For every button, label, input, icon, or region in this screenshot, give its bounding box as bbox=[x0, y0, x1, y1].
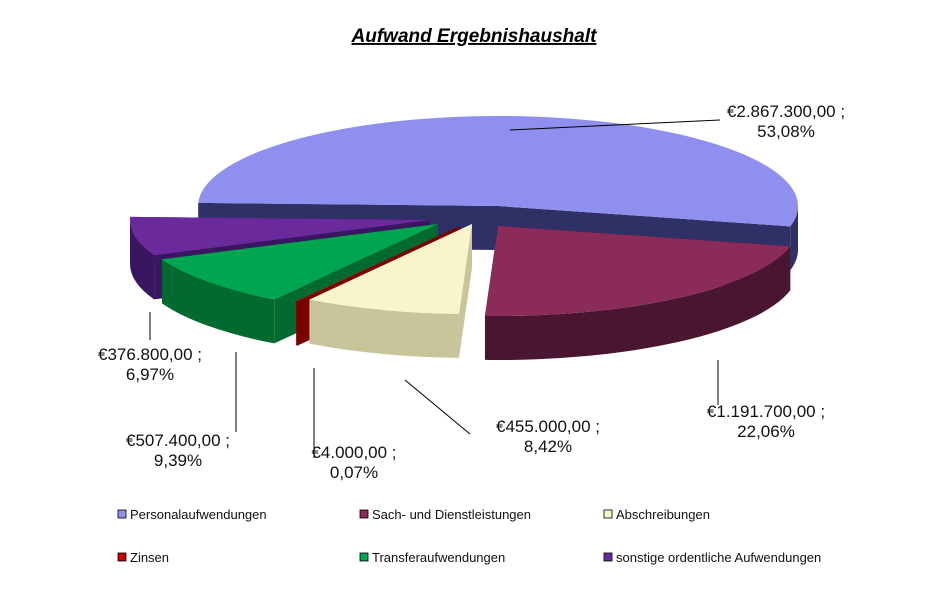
slice-top-abschreibungen bbox=[309, 224, 472, 314]
legend-swatch-sonstige-ordentliche-aufwendungen bbox=[603, 552, 613, 562]
data-label-percent-sach-und-dienstleistungen: 22,06% bbox=[737, 422, 795, 441]
pie bbox=[130, 116, 799, 361]
legend-swatch-transferaufwendungen bbox=[359, 552, 369, 562]
data-label-percent-zinsen: 0,07% bbox=[330, 463, 378, 482]
slice-top-zinsen bbox=[296, 226, 460, 302]
legend-swatch-personalaufwendungen bbox=[117, 509, 127, 519]
legend-item-sach-und-dienstleistungen: Sach- und Dienstleistungen bbox=[359, 507, 531, 522]
slice-abschreibungen bbox=[309, 224, 472, 358]
legend-swatch-sach-und-dienstleistungen bbox=[359, 509, 369, 519]
data-labels: €2.867.300,00 ;53,08% €1.191.700,00 ;22,0… bbox=[98, 102, 845, 482]
legend: Personalaufwendungen Sach- und Dienstleis… bbox=[117, 507, 821, 565]
leader-line-abschreibungen bbox=[404, 379, 471, 435]
legend-label-personalaufwendungen: Personalaufwendungen bbox=[130, 507, 267, 522]
data-label-percent-sonstige-ordentliche-aufwendungen: 6,97% bbox=[126, 365, 174, 384]
slice-top-personalaufwendungen bbox=[198, 116, 799, 227]
legend-item-transferaufwendungen: Transferaufwendungen bbox=[359, 550, 505, 565]
slice-outer-wall-abschreibungen bbox=[309, 299, 459, 358]
legend-swatch-zinsen bbox=[117, 552, 127, 562]
slice-outer-wall-sonstige-ordentliche-aufwendungen bbox=[130, 220, 155, 300]
slice-outer-wall-personalaufwendungen bbox=[790, 206, 798, 271]
legend-item-abschreibungen: Abschreibungen bbox=[603, 507, 710, 522]
data-label-percent-abschreibungen: 8,42% bbox=[524, 437, 572, 456]
data-label-value-transferaufwendungen: €507.400,00 ; bbox=[126, 431, 230, 450]
slice-outer-wall-sach-und-dienstleistungen bbox=[484, 246, 791, 361]
slice-sach-und-dienstleistungen bbox=[484, 226, 791, 361]
data-label-value-abschreibungen: €455.000,00 ; bbox=[496, 417, 600, 436]
data-label-value-sonstige-ordentliche-aufwendungen: €376.800,00 ; bbox=[98, 345, 202, 364]
legend-label-sonstige-ordentliche-aufwendungen: sonstige ordentliche Aufwendungen bbox=[616, 550, 821, 565]
legend-label-abschreibungen: Abschreibungen bbox=[616, 507, 710, 522]
legend-item-personalaufwendungen: Personalaufwendungen bbox=[117, 507, 267, 522]
legend-label-sach-und-dienstleistungen: Sach- und Dienstleistungen bbox=[372, 507, 531, 522]
legend-label-transferaufwendungen: Transferaufwendungen bbox=[372, 550, 505, 565]
slice-top-sach-und-dienstleistungen bbox=[484, 226, 791, 317]
slice-outer-wall-transferaufwendungen bbox=[162, 259, 275, 344]
legend-label-zinsen: Zinsen bbox=[130, 550, 169, 565]
legend-item-zinsen: Zinsen bbox=[117, 550, 169, 565]
data-label-value-sach-und-dienstleistungen: €1.191.700,00 ; bbox=[707, 402, 825, 421]
slice-top-sonstige-ordentliche-aufwendungen bbox=[130, 216, 431, 256]
data-label-value-personalaufwendungen: €2.867.300,00 ; bbox=[727, 102, 845, 121]
slice-outer-wall-zinsen bbox=[296, 301, 298, 346]
leader-line-personalaufwendungen bbox=[509, 119, 721, 131]
data-label-value-zinsen: €4.000,00 ; bbox=[311, 443, 396, 462]
data-label-percent-transferaufwendungen: 9,39% bbox=[154, 451, 202, 470]
legend-item-sonstige-ordentliche-aufwendungen: sonstige ordentliche Aufwendungen bbox=[603, 550, 821, 565]
chart-title: Aufwand Ergebnishaushalt bbox=[351, 26, 598, 47]
slice-top-transferaufwendungen bbox=[162, 224, 439, 300]
data-label-percent-personalaufwendungen: 53,08% bbox=[757, 122, 815, 141]
legend-swatch-abschreibungen bbox=[603, 509, 613, 519]
